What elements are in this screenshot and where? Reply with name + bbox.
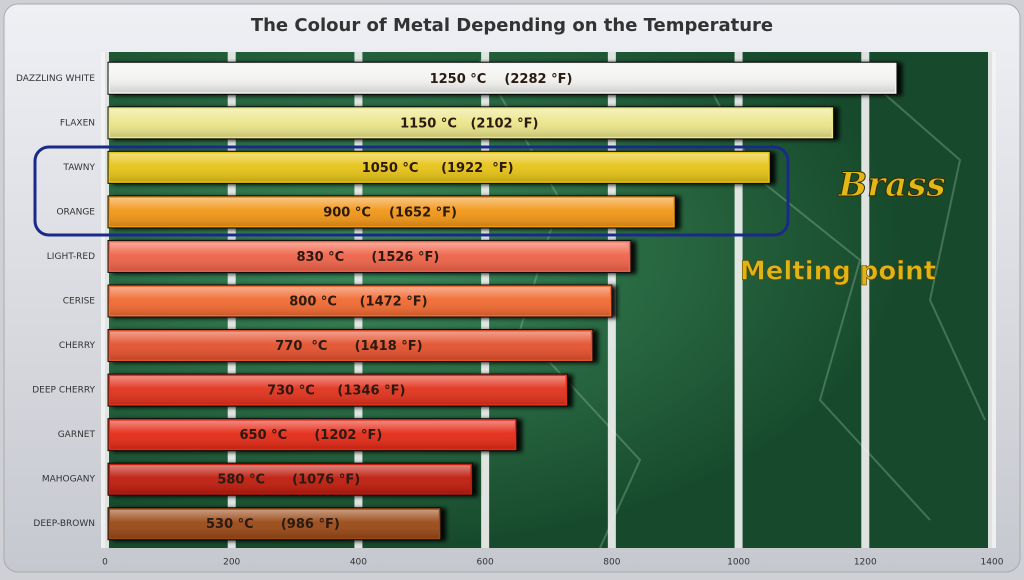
x-tick-label: 600 [477,558,494,568]
value-label: 650 °C (1202 °F) [239,428,382,443]
highlight-box [33,145,790,237]
y-tick-label: ORANGE [56,207,95,217]
value-label: 1250 °C (2282 °F) [430,72,573,87]
bar-gloss [110,287,610,315]
chart-title: The Colour of Metal Depending on the Tem… [251,15,773,36]
x-tick-label: 200 [223,558,240,568]
bar-gloss [110,242,629,271]
bar-gloss [110,108,832,137]
y-tick-label: TAWNY [62,163,95,173]
annotation: Brass [838,165,946,205]
y-tick-label: DEEP-BROWN [33,519,95,529]
bar-gloss [110,420,515,449]
bar-gloss [110,376,566,405]
y-tick-label: LIGHT-RED [47,252,95,262]
y-tick-label: DAZZLING WHITE [16,74,95,84]
annotation: Melting point [740,257,936,287]
y-tick-label: DEEP CHERRY [32,386,95,396]
x-tick-label: 1000 [727,558,750,568]
y-tick-label: MAHOGANY [42,475,96,485]
x-tick-label: 1200 [854,558,877,568]
bar-gloss [110,153,769,182]
value-label: 900 °C (1652 °F) [323,205,457,220]
bar-gloss [110,509,439,538]
y-tick-label: FLAXEN [60,118,95,128]
y-tick-label: CERISE [63,297,96,307]
value-label: 730 °C (1346 °F) [267,384,405,399]
x-tick-label: 800 [603,558,620,568]
value-label: 580 °C (1076 °F) [217,473,360,488]
bar-gloss [110,197,674,226]
bar-gloss [110,465,471,494]
value-label: 770 °C (1418 °F) [275,339,422,354]
value-label: 830 °C (1526 °F) [297,250,440,265]
bar-gloss [110,64,895,93]
x-tick-label: 1400 [981,558,1004,568]
value-label: 530 °C (986 °F) [206,517,340,532]
y-tick-label: GARNET [58,430,96,440]
value-label: 1150 °C (2102 °F) [400,116,538,131]
y-tick-label: CHERRY [59,341,96,351]
value-label: 800 °C (1472 °F) [289,295,427,310]
x-tick-label: 400 [350,558,367,568]
x-tick-label: 0 [102,558,108,568]
bar-gloss [110,331,591,360]
value-label: 1050 °C (1922 °F) [362,161,514,176]
